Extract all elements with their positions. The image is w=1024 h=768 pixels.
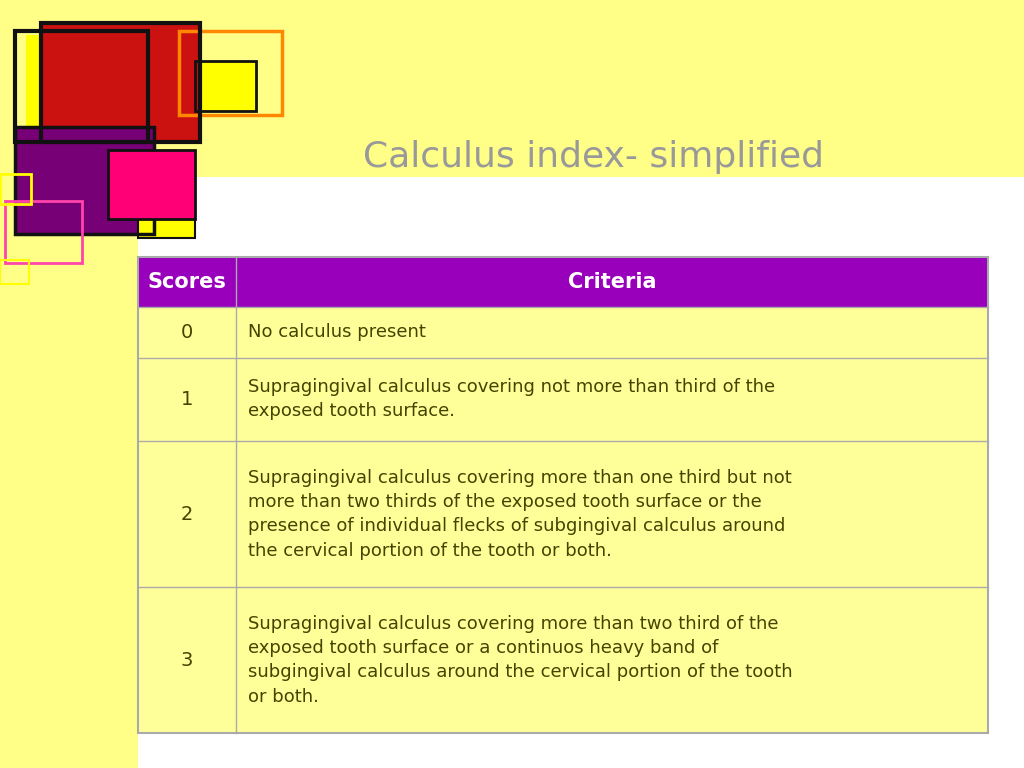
Text: Supragingival calculus covering more than one third but not
more than two thirds: Supragingival calculus covering more tha… xyxy=(248,468,792,560)
Bar xyxy=(15,127,154,234)
Bar xyxy=(138,192,195,238)
Bar xyxy=(138,307,988,358)
Bar xyxy=(108,150,195,219)
Bar xyxy=(195,61,256,111)
Bar xyxy=(138,257,988,733)
Text: 1: 1 xyxy=(181,390,194,409)
Text: Criteria: Criteria xyxy=(568,273,656,293)
Bar xyxy=(0,260,29,284)
Text: Calculus index- simplified: Calculus index- simplified xyxy=(364,141,824,174)
Bar xyxy=(138,192,195,238)
Text: Scores: Scores xyxy=(147,273,226,293)
Text: No calculus present: No calculus present xyxy=(248,323,426,342)
Bar xyxy=(41,23,200,142)
Bar xyxy=(138,257,988,307)
Bar xyxy=(15,31,148,142)
Bar xyxy=(108,150,195,219)
Text: Supragingival calculus covering not more than third of the
exposed tooth surface: Supragingival calculus covering not more… xyxy=(248,378,775,420)
Bar xyxy=(179,31,282,115)
Bar xyxy=(138,358,988,441)
Bar xyxy=(0,174,31,204)
Bar xyxy=(5,201,82,263)
Text: Supragingival calculus covering more than two third of the
exposed tooth surface: Supragingival calculus covering more tha… xyxy=(248,615,793,706)
Bar xyxy=(26,35,148,134)
Text: 3: 3 xyxy=(181,650,194,670)
Bar xyxy=(138,177,1024,768)
Bar xyxy=(138,441,988,588)
Bar xyxy=(41,23,200,142)
Text: 0: 0 xyxy=(181,323,194,342)
Bar xyxy=(15,127,154,234)
Bar xyxy=(138,588,988,733)
Text: 2: 2 xyxy=(181,505,194,524)
Bar xyxy=(195,61,256,111)
